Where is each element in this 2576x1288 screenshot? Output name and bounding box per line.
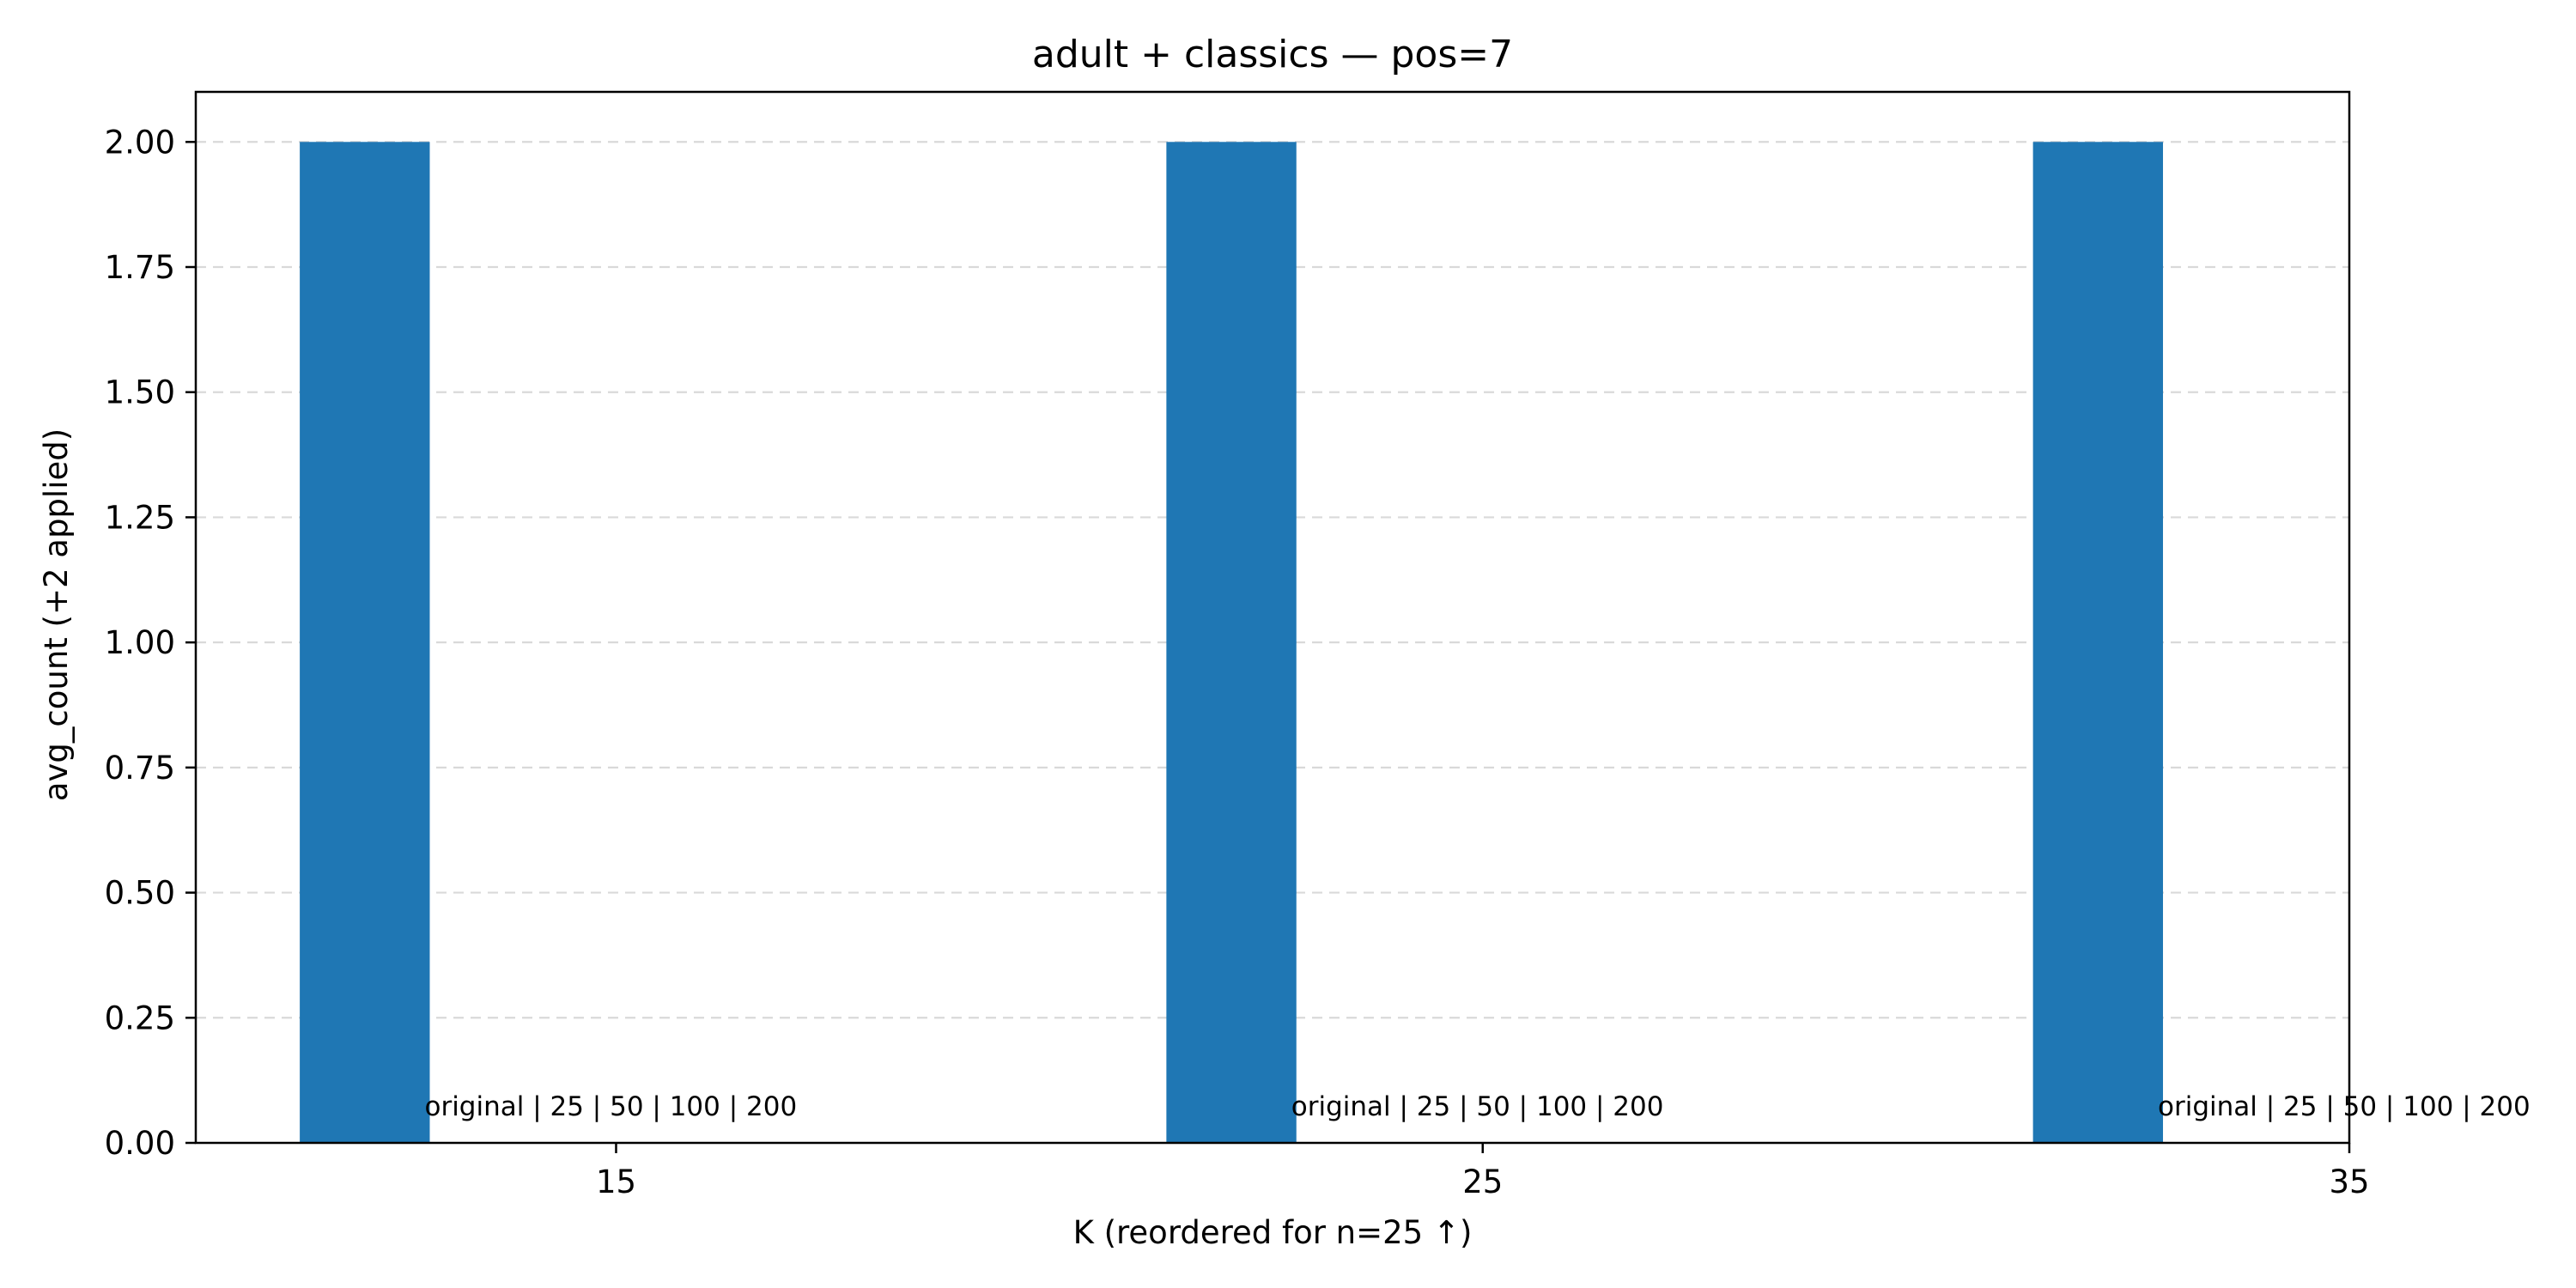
- bar-layer: [300, 142, 2164, 1143]
- x-tick-label: 15: [596, 1163, 636, 1200]
- y-tick-label: 0.25: [105, 999, 175, 1036]
- bar-annotation: original | 25 | 50 | 100 | 200: [1291, 1091, 1664, 1122]
- y-tick-label: 1.75: [105, 249, 175, 286]
- x-tick-label: 25: [1462, 1163, 1503, 1200]
- y-tick-label: 1.50: [105, 374, 175, 411]
- x-axis-label: K (reordered for n=25 ↑): [1073, 1214, 1473, 1251]
- y-tick-label: 2.00: [105, 124, 175, 161]
- bar: [2032, 142, 2164, 1143]
- plot-frame: [194, 90, 2351, 1145]
- bar-annotation: original | 25 | 50 | 100 | 200: [2158, 1091, 2530, 1122]
- bar: [1166, 142, 1297, 1143]
- chart-title: adult + classics — pos=7: [1032, 33, 1513, 76]
- y-tick-label: 0.00: [105, 1125, 175, 1162]
- tick-layer: 0.00 0.25 0.50 0.75 1.00 1.25 1.50 1.75 2.00 15 25…: [105, 124, 2370, 1200]
- x-tick-label: 35: [2329, 1163, 2369, 1200]
- y-axis-label: avg_count (+2 applied): [38, 428, 75, 801]
- y-tick-label: 0.75: [105, 750, 175, 787]
- bar-annotation: original | 25 | 50 | 100 | 200: [424, 1091, 797, 1122]
- y-tick-label: 1.25: [105, 499, 175, 536]
- y-tick-label: 0.50: [105, 875, 175, 912]
- grid-layer: [196, 141, 2349, 1019]
- annotation-layer: original | 25 | 50 | 100 | 200 original |…: [424, 1091, 2530, 1122]
- bar: [300, 142, 430, 1143]
- y-tick-label: 1.00: [105, 624, 175, 661]
